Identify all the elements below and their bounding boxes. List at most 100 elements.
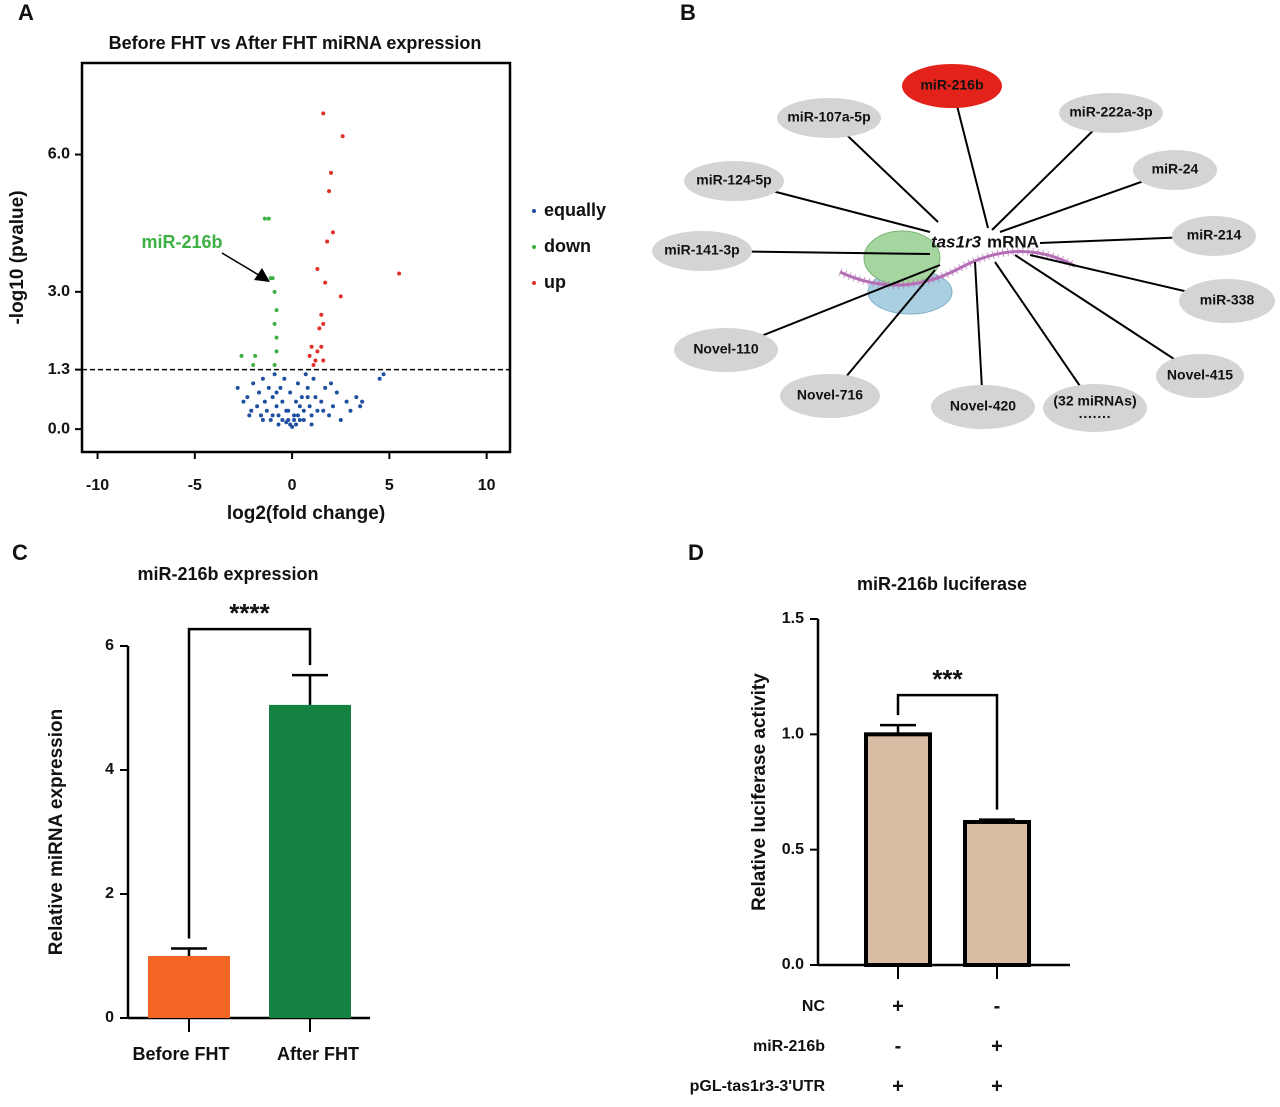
point — [280, 399, 285, 404]
node — [674, 328, 778, 372]
point — [323, 385, 328, 390]
point — [329, 170, 334, 175]
node-label: miR-338 — [1200, 292, 1255, 308]
point — [313, 395, 318, 400]
point — [311, 363, 316, 368]
error-bar — [979, 818, 1015, 822]
condition-sign: + — [991, 1035, 1003, 1057]
significance-label: *** — [932, 664, 963, 694]
point — [272, 372, 277, 377]
point — [319, 344, 324, 349]
node — [780, 374, 880, 418]
point — [323, 280, 328, 285]
condition-sign: + — [892, 995, 904, 1017]
legend-label: up — [544, 272, 566, 292]
point — [330, 230, 335, 235]
y-tick-label: 1.5 — [782, 610, 804, 627]
node-note: ······· — [1079, 409, 1112, 425]
node — [684, 161, 784, 201]
y-tick-label: 3.0 — [48, 283, 70, 300]
point — [348, 408, 353, 413]
point — [327, 189, 332, 194]
point — [309, 422, 314, 427]
node-label: miR-24 — [1152, 161, 1199, 177]
node — [1172, 216, 1256, 256]
point — [288, 422, 293, 427]
node-label: Novel-420 — [950, 398, 1016, 414]
point — [297, 404, 302, 409]
point — [317, 326, 322, 331]
point — [305, 385, 310, 390]
y-tick-label: 0 — [105, 1009, 114, 1026]
point — [268, 417, 273, 422]
point — [270, 395, 275, 400]
x-tick-label: Before FHT — [132, 1044, 229, 1064]
point — [260, 376, 265, 381]
plot-frame — [80, 61, 512, 454]
node — [1059, 93, 1163, 133]
legend-label: down — [544, 236, 591, 256]
point — [301, 417, 306, 422]
chart-title: Before FHT vs After FHT miRNA expression — [109, 33, 482, 53]
point — [325, 239, 330, 244]
y-axis-label: Relative luciferase activity — [749, 673, 770, 911]
point — [292, 417, 297, 422]
node-label: Novel-415 — [1167, 367, 1233, 383]
y-tick-label: 1.0 — [782, 726, 804, 743]
point — [270, 413, 275, 418]
point — [278, 385, 283, 390]
error-bar — [880, 723, 916, 735]
point — [282, 376, 287, 381]
center-gene: tas1r3 — [931, 232, 982, 251]
point — [262, 216, 267, 221]
condition-label: pGL-tas1r3-3'UTR — [690, 1078, 826, 1095]
point — [329, 381, 334, 386]
point — [249, 408, 254, 413]
x-tick-label: 0 — [288, 477, 297, 494]
edge — [974, 261, 984, 408]
node — [777, 98, 881, 138]
node-label: Novel-110 — [693, 341, 759, 357]
point — [381, 372, 386, 377]
significance-label: **** — [229, 598, 270, 628]
point — [235, 385, 240, 390]
error-bar — [171, 947, 207, 956]
point — [397, 271, 402, 276]
node — [652, 231, 752, 271]
point — [251, 363, 256, 368]
point — [258, 413, 263, 418]
bar — [864, 732, 932, 967]
point — [255, 404, 260, 409]
panel-letter: C — [12, 540, 28, 565]
point — [286, 408, 291, 413]
point — [305, 395, 310, 400]
node-label: miR-216b — [920, 77, 983, 93]
panel-letter: B — [680, 0, 696, 25]
point — [377, 376, 382, 381]
point — [276, 422, 281, 427]
point — [340, 134, 345, 139]
annotation: miR-216b — [141, 232, 222, 252]
annotation-arrow — [221, 252, 263, 278]
y-tick-label: 0.0 — [782, 956, 804, 973]
point — [303, 372, 308, 377]
edge — [829, 269, 936, 397]
legend-label: equally — [544, 200, 606, 220]
node-label: miR-141-3p — [664, 242, 739, 258]
bar — [148, 956, 230, 1018]
point — [319, 312, 324, 317]
node-label: miR-107a-5p — [787, 109, 870, 125]
point — [295, 381, 300, 386]
y-tick-label: 6.0 — [48, 146, 70, 163]
point — [260, 417, 265, 422]
point — [274, 335, 279, 340]
node — [1043, 384, 1147, 432]
edge — [1014, 254, 1201, 377]
node-label: miR-222a-3p — [1069, 104, 1152, 120]
point — [294, 422, 298, 427]
point — [245, 395, 250, 400]
point — [247, 413, 252, 418]
